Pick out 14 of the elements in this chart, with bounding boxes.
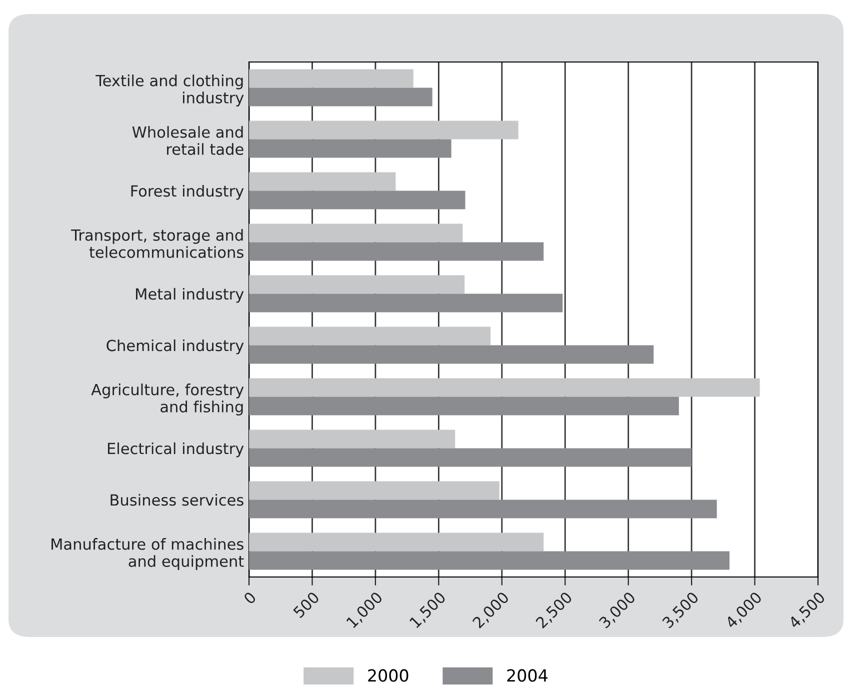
y-tick-label: Electrical industry <box>108 442 244 458</box>
y-tick-label: Transport, storage and telecommunications <box>71 229 244 258</box>
y-tick-label: Business services <box>110 494 244 506</box>
legend-label: 2004 <box>507 669 548 682</box>
x-tick-label: 0 <box>243 591 257 605</box>
y-tick-label: Manufacture of machines and equipment <box>52 538 244 570</box>
legend-label: 2000 <box>368 669 408 682</box>
y-tick-label: Textile and clothing industry <box>96 74 244 106</box>
y-tick-label: Agriculture, forestry and fishing <box>91 384 244 416</box>
y-tick-label: Forest industry <box>131 184 244 200</box>
y-tick-label: Metal industry <box>136 288 244 303</box>
y-tick-label: Wholesale and retail tade <box>132 126 244 155</box>
x-tick-label: 500 <box>292 591 320 618</box>
y-tick-label: Chemical industry <box>106 339 244 354</box>
